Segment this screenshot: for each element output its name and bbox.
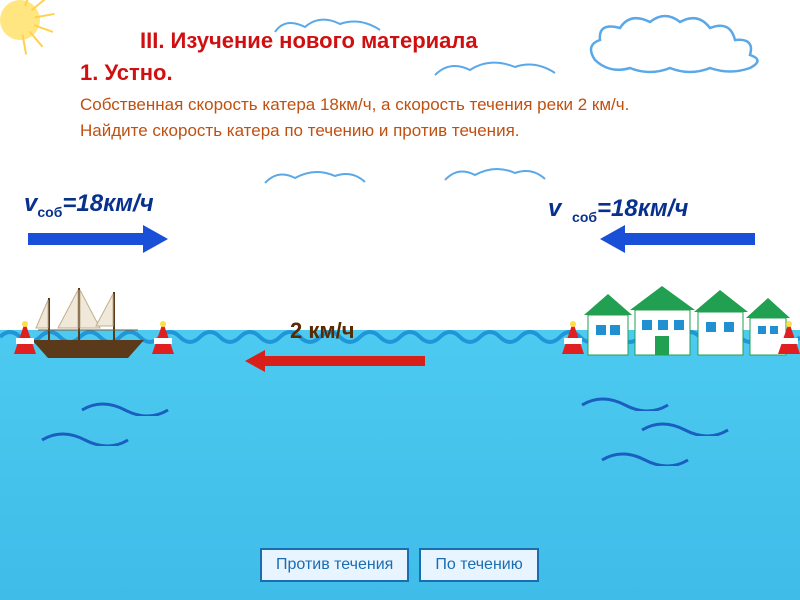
river-speed-label: 2 км/ч (290, 318, 355, 344)
velocity-right-label: v соб=18км/ч (548, 195, 688, 225)
subsection-title: 1. Устно. (80, 60, 173, 86)
buoy-icon (776, 320, 800, 360)
cloud-decoration (580, 10, 780, 80)
buoy-icon (12, 320, 38, 360)
wave-decoration (580, 395, 670, 411)
wave-decoration (640, 420, 730, 436)
wave-decoration (40, 430, 130, 446)
cloud-decoration (260, 165, 370, 190)
cloud-decoration (430, 55, 560, 85)
houses-icon (580, 280, 790, 360)
with-current-button[interactable]: По течению (419, 548, 538, 582)
against-current-button[interactable]: Против течения (260, 548, 409, 582)
problem-statement: Собственная скорость катера 18км/ч, а ск… (80, 92, 700, 143)
wave-decoration (80, 400, 170, 416)
sun-decoration (0, 0, 70, 70)
arrow-boat-direction-left (600, 225, 755, 253)
arrow-boat-direction-right (28, 225, 168, 253)
arrow-river-current (245, 350, 425, 372)
velocity-left-label: vсоб=18км/ч (24, 190, 154, 220)
cloud-decoration (440, 162, 550, 187)
buoy-icon (560, 320, 586, 360)
section-title: III. Изучение нового материала (140, 28, 478, 54)
wave-decoration (600, 450, 690, 466)
boat-icon (28, 278, 148, 368)
buoy-icon (150, 320, 176, 360)
